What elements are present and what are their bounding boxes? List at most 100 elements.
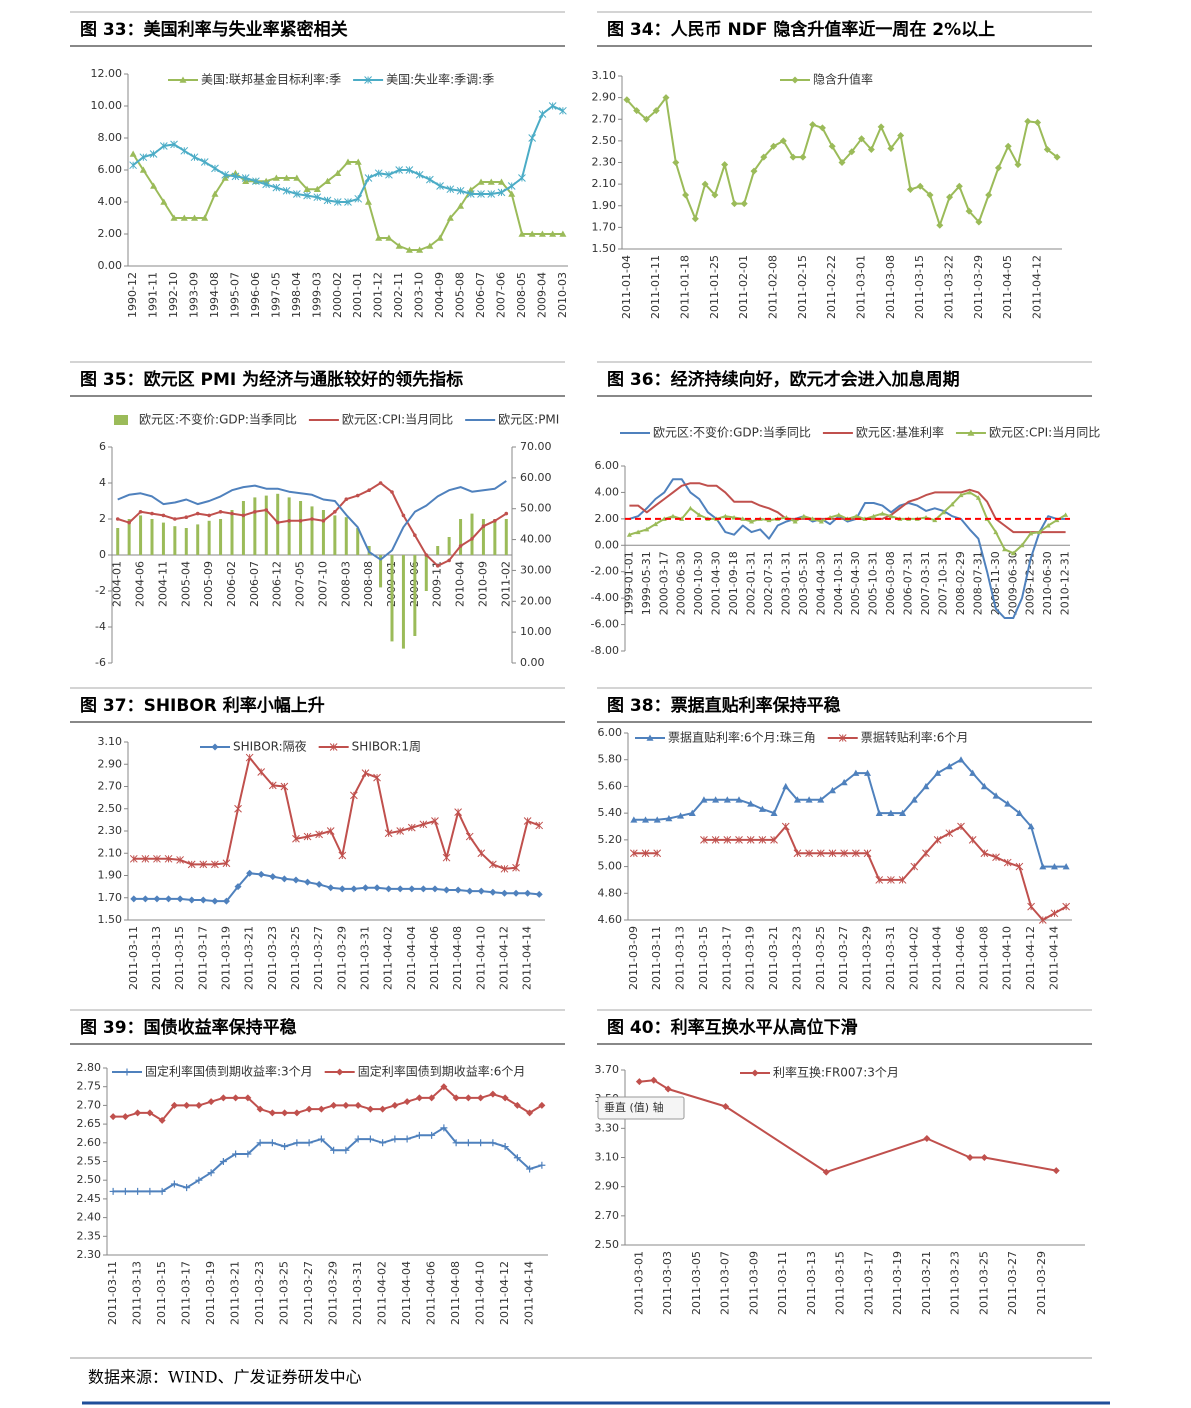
marker — [440, 1083, 448, 1091]
marker — [403, 1135, 411, 1143]
x-tick-label: 2008-02-29 — [954, 551, 967, 615]
x-tick-label: 2011-03-17 — [180, 1261, 193, 1325]
legend-label: 欧元区:CPI:当月同比 — [989, 426, 1100, 440]
marker — [1004, 142, 1012, 150]
marker — [264, 508, 269, 512]
marker — [723, 796, 731, 803]
marker — [957, 756, 965, 763]
marker — [195, 1101, 203, 1109]
figure-title: 图 34：人民币 NDF 隐含升值率近一周在 2%以上 — [607, 19, 995, 40]
marker — [361, 884, 369, 892]
x-tick-label: 2011-04-04 — [400, 1261, 413, 1325]
marker — [711, 836, 720, 844]
marker — [487, 178, 495, 185]
marker — [176, 895, 184, 903]
marker — [851, 849, 860, 858]
y-tick-label: 2.10 — [98, 846, 123, 859]
x-tick-label: 1998-04 — [290, 272, 303, 318]
x-tick-label: 2011-03-01 — [855, 255, 868, 319]
marker — [245, 753, 254, 762]
marker — [747, 800, 755, 807]
marker — [641, 849, 650, 858]
y-tick-label: -6.00 — [591, 618, 619, 631]
x-tick-label: 1992-10 — [167, 272, 180, 318]
y-tick-label: 1.70 — [98, 891, 123, 904]
x-tick-label: 2004-10-31 — [832, 551, 845, 615]
bar — [379, 555, 383, 588]
x-tick-label: 2002-11 — [392, 272, 405, 318]
marker — [526, 1165, 534, 1173]
marker — [173, 517, 177, 521]
marker — [211, 897, 219, 905]
y-tick-label: 4.00 — [98, 195, 123, 208]
marker — [957, 822, 965, 831]
series-line — [633, 758, 1067, 868]
x-tick-label: 2011-03-01 — [632, 1251, 645, 1315]
bar — [390, 555, 394, 642]
y-tick-label: 2.55 — [77, 1155, 102, 1168]
marker — [305, 1139, 313, 1147]
marker — [875, 809, 883, 816]
x-tick-label: 2001-09-18 — [727, 551, 740, 615]
marker — [477, 1094, 485, 1102]
marker — [361, 769, 370, 778]
x-tick-label: 2011-03-08 — [884, 255, 897, 319]
y-tick-label: 4 — [99, 476, 106, 489]
marker — [415, 1131, 423, 1139]
marker — [721, 161, 729, 169]
marker — [379, 1139, 387, 1147]
marker — [512, 863, 520, 872]
marker — [146, 1109, 154, 1117]
marker — [528, 134, 537, 142]
x-tick-label: 2008-03 — [339, 561, 352, 607]
marker — [504, 511, 509, 516]
x-tick-label: 2000-03-17 — [657, 551, 670, 615]
marker — [442, 853, 451, 862]
marker — [687, 505, 693, 511]
y2-tick-label: 30.00 — [520, 563, 552, 576]
y-tick-label: 2.90 — [595, 1180, 620, 1193]
legend-label: 欧元区:不变价:GDP:当季同比 — [653, 425, 811, 440]
marker — [858, 135, 866, 143]
marker — [949, 501, 955, 507]
x-tick-label: 2011-03-11 — [106, 1261, 119, 1325]
marker — [315, 880, 323, 888]
y-tick-label: 4.00 — [595, 485, 620, 498]
x-tick-label: 2011-03-03 — [661, 1251, 674, 1315]
marker — [334, 169, 342, 176]
y-tick-label: 0 — [99, 548, 106, 561]
y-tick-label: 1.50 — [592, 242, 617, 255]
marker — [281, 1109, 289, 1117]
x-tick-label: 2011-03-31 — [884, 926, 897, 990]
x-tick-label: 2002-01-31 — [745, 551, 758, 615]
x-tick-label: 2011-03-17 — [862, 1251, 875, 1315]
marker — [923, 1135, 931, 1143]
bar — [173, 526, 177, 555]
marker — [378, 481, 383, 485]
y-tick-label: 0.00 — [98, 259, 123, 272]
marker — [642, 115, 650, 123]
marker — [129, 150, 137, 157]
marker — [779, 137, 787, 145]
marker — [256, 1105, 264, 1113]
marker — [758, 805, 766, 812]
x-tick-label: 2011-04-12 — [1031, 255, 1044, 319]
marker — [840, 778, 848, 786]
marker — [1015, 862, 1024, 871]
marker — [401, 513, 406, 518]
x-tick-label: 1995-07 — [228, 272, 241, 318]
y2-tick-label: 70.00 — [520, 440, 552, 453]
marker — [750, 167, 758, 175]
marker — [1024, 117, 1032, 125]
marker — [375, 234, 383, 241]
x-tick-label: 2011-03-25 — [289, 926, 302, 990]
marker — [211, 164, 219, 173]
marker — [489, 860, 497, 869]
x-tick-label: 2005-04 — [179, 561, 192, 607]
x-tick-label: 2004-01 — [111, 561, 124, 607]
marker — [934, 769, 942, 776]
marker — [310, 517, 314, 521]
y-tick-label: 5.80 — [598, 753, 623, 766]
marker — [730, 200, 738, 208]
marker — [407, 823, 416, 832]
